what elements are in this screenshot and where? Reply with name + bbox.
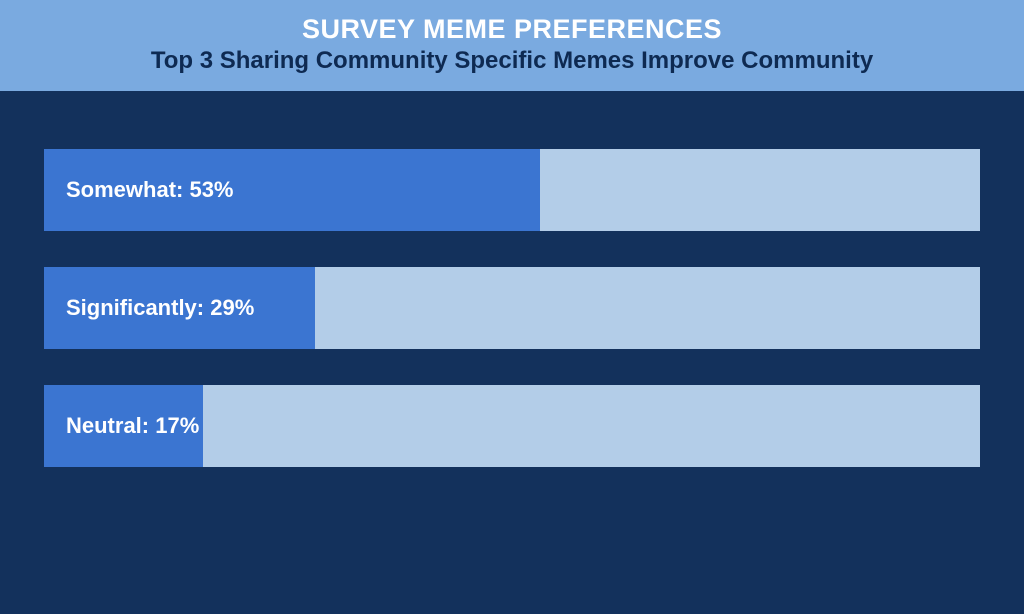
bar-label: Significantly: 29% [66, 295, 254, 321]
chart-title: SURVEY MEME PREFERENCES [20, 14, 1004, 45]
chart-subtitle: Top 3 Sharing Community Specific Memes I… [20, 47, 1004, 75]
bar-row: Significantly: 29% [44, 267, 980, 349]
bar-label: Neutral: 17% [66, 413, 199, 439]
chart-header: SURVEY MEME PREFERENCES Top 3 Sharing Co… [0, 0, 1024, 91]
bar-row: Neutral: 17% [44, 385, 980, 467]
chart-page: SURVEY MEME PREFERENCES Top 3 Sharing Co… [0, 0, 1024, 614]
bar-row: Somewhat: 53% [44, 149, 980, 231]
bar-label: Somewhat: 53% [66, 177, 234, 203]
chart-area: Somewhat: 53% Significantly: 29% Neutral… [0, 91, 1024, 614]
